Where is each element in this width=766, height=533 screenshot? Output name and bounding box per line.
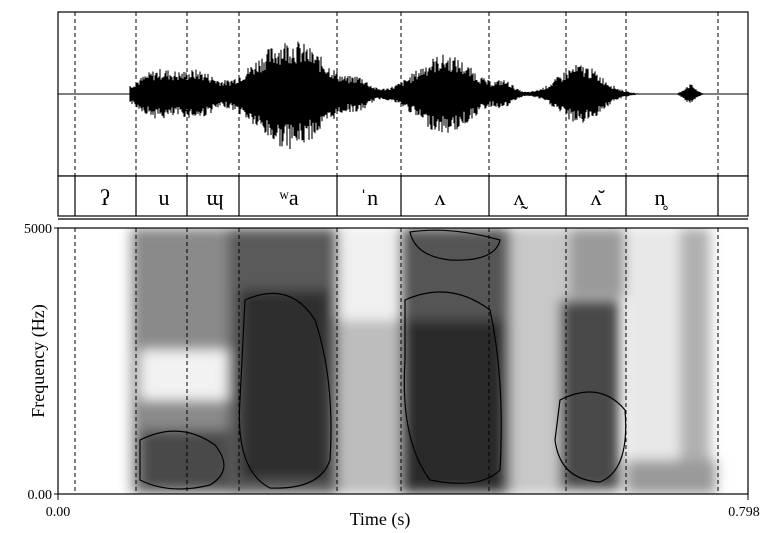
y-tick-top: 5000 (24, 222, 52, 237)
segment-boundaries (74, 12, 719, 494)
spectrogram-panel (57, 227, 749, 495)
waveform-panel (57, 11, 749, 177)
x-axis-title: Time (s) (350, 509, 411, 530)
segment-label: ʌ (435, 185, 446, 210)
x-tick-end: 0.798 (728, 505, 760, 520)
y-tick-bottom: 0.00 (28, 488, 53, 503)
segment-label: ʔ (100, 185, 110, 210)
y-axis-title: Frequency (Hz) (28, 304, 49, 417)
spectrogram-axes: 5000 0.00 0.00 0.798 Time (s) Frequency … (24, 222, 760, 530)
segment-label: ʷa (278, 185, 298, 210)
segment-label: ˈn (360, 185, 378, 210)
segment-label: ɰ (206, 185, 223, 210)
segment-label: u (159, 185, 170, 210)
segment-label: n̥ (655, 185, 669, 210)
segment-tier: ʔ u ɰ ʷa ˈn ʌ ʌ̰ ʌ̆ n̥ (57, 175, 749, 220)
x-tick-start: 0.00 (46, 505, 71, 520)
